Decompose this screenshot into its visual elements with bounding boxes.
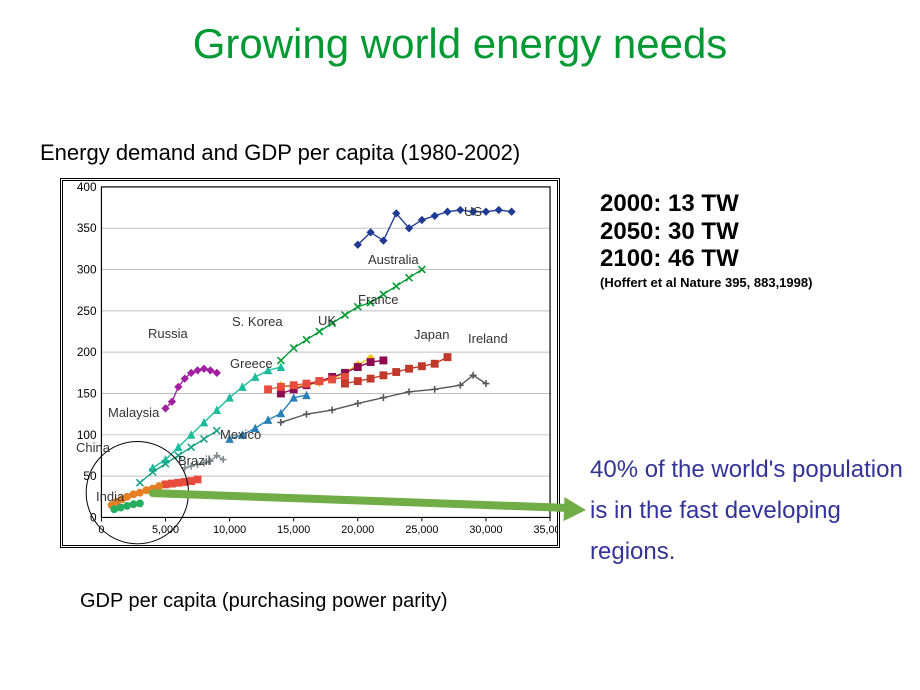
projection-line: 2100: 46 TW <box>600 245 812 273</box>
svg-text:5,000: 5,000 <box>152 524 179 536</box>
svg-text:10,000: 10,000 <box>213 524 246 536</box>
projection-line: 2050: 30 TW <box>600 218 812 246</box>
svg-text:35,000: 35,000 <box>534 524 557 536</box>
svg-text:350: 350 <box>77 221 97 235</box>
svg-text:15,000: 15,000 <box>277 524 310 536</box>
chart-subtitle: Energy demand and GDP per capita (1980-2… <box>40 140 520 166</box>
svg-text:25,000: 25,000 <box>405 524 438 536</box>
svg-text:30,000: 30,000 <box>469 524 502 536</box>
page-title: Growing world energy needs <box>0 20 920 68</box>
population-note: 40% of the world's population is in the … <box>590 450 920 572</box>
chart-svg: 05010015020025030035040005,00010,00015,0… <box>63 181 557 545</box>
svg-text:50: 50 <box>83 469 97 483</box>
chart-container: 05010015020025030035040005,00010,00015,0… <box>60 178 560 548</box>
svg-text:250: 250 <box>77 304 97 318</box>
svg-text:150: 150 <box>77 386 97 400</box>
svg-text:200: 200 <box>77 345 97 359</box>
svg-text:0: 0 <box>98 524 104 536</box>
svg-text:400: 400 <box>77 181 97 194</box>
projection-block: 2000: 13 TW2050: 30 TW2100: 46 TW (Hoffe… <box>600 190 812 290</box>
svg-text:300: 300 <box>77 262 97 276</box>
svg-text:20,000: 20,000 <box>341 524 374 536</box>
projection-line: 2000: 13 TW <box>600 190 812 218</box>
x-axis-label: GDP per capita (purchasing power parity) <box>80 590 448 613</box>
svg-text:100: 100 <box>77 428 97 442</box>
projection-citation: (Hoffert et al Nature 395, 883,1998) <box>600 275 812 290</box>
